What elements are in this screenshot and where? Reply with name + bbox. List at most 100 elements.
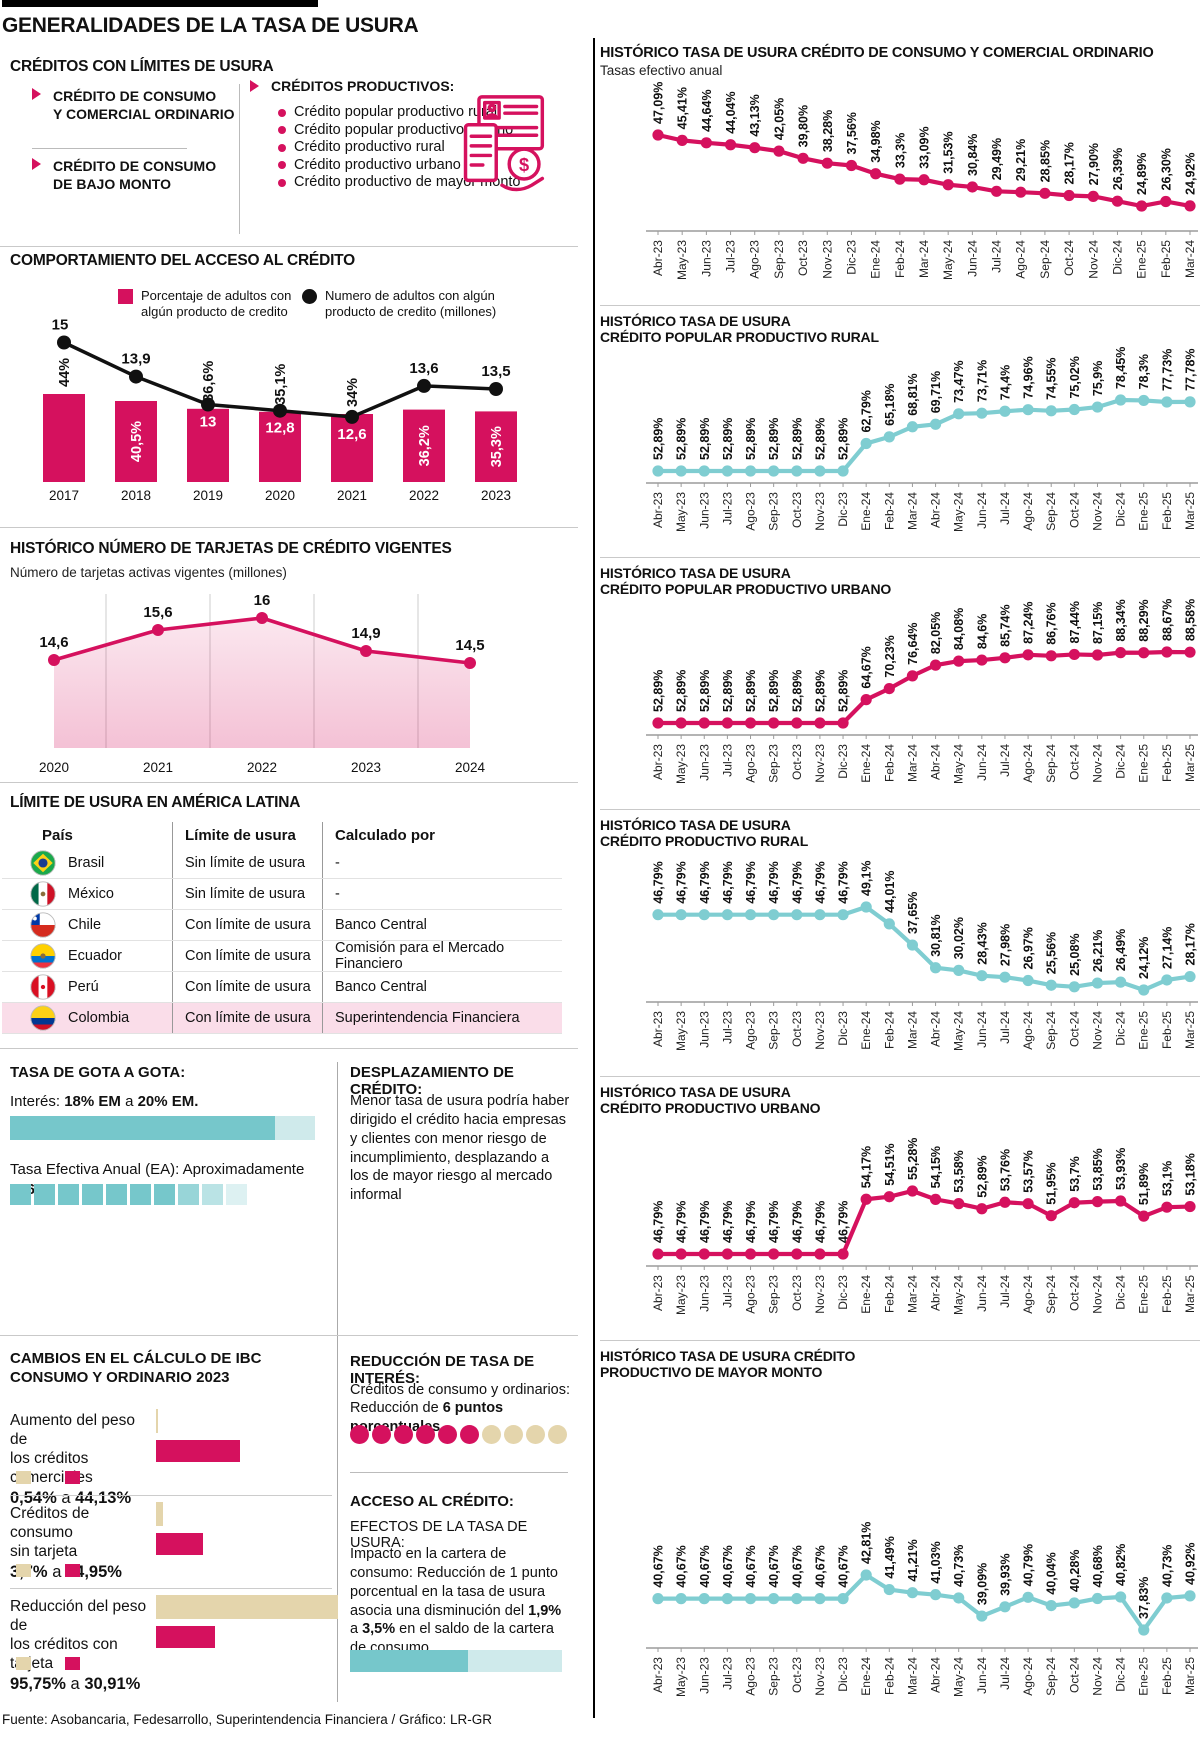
svg-text:33,09%: 33,09% [918, 126, 932, 168]
pink-dot-icon [278, 126, 286, 135]
svg-text:Nov-23: Nov-23 [813, 1275, 827, 1314]
svg-text:27,90%: 27,90% [1087, 143, 1101, 185]
svg-text:43,13%: 43,13% [748, 94, 762, 136]
svg-text:Jun-23: Jun-23 [697, 1657, 711, 1694]
svg-text:Feb-25: Feb-25 [1160, 744, 1174, 782]
flag-peru-icon [30, 974, 56, 1000]
svg-text:Oct-24: Oct-24 [1067, 492, 1081, 528]
svg-text:52,89%: 52,89% [652, 418, 666, 460]
svg-text:Jul-23: Jul-23 [720, 744, 734, 777]
svg-text:26,30%: 26,30% [1159, 148, 1173, 190]
productivo-item: Crédito popular productivo urbano [278, 122, 520, 140]
svg-text:Nov-23: Nov-23 [813, 1011, 827, 1050]
svg-text:53,85%: 53,85% [1091, 1148, 1105, 1190]
svg-text:52,89%: 52,89% [721, 670, 735, 712]
svg-text:84,6%: 84,6% [975, 614, 989, 649]
acceso-credito-subtitle: EFECTOS DE LA TASA DE USURA: [350, 1519, 528, 1551]
tarjetas-chart-title: HISTÓRICO NÚMERO DE TARJETAS DE CRÉDITO … [10, 540, 452, 557]
svg-text:44%: 44% [57, 358, 73, 387]
svg-text:Nov-24: Nov-24 [1086, 240, 1100, 279]
svg-text:40,73%: 40,73% [952, 1545, 966, 1587]
svg-text:Nov-23: Nov-23 [820, 240, 834, 279]
svg-text:30,02%: 30,02% [952, 917, 966, 959]
svg-text:Nov-23: Nov-23 [813, 1657, 827, 1696]
bar-before [156, 1409, 158, 1433]
dot-icon [372, 1425, 391, 1444]
svg-text:40,67%: 40,67% [767, 1545, 781, 1587]
svg-text:Ene-24: Ene-24 [859, 492, 873, 531]
svg-text:45,41%: 45,41% [676, 87, 690, 129]
svg-text:77,78%: 77,78% [1184, 348, 1198, 390]
svg-text:46,79%: 46,79% [652, 1201, 666, 1243]
svg-text:46,79%: 46,79% [790, 1201, 804, 1243]
ibc-item: Aumento del peso de los créditos comerci… [10, 1403, 332, 1507]
bar-before [156, 1595, 338, 1619]
svg-text:52,89%: 52,89% [813, 418, 827, 460]
svg-text:May-24: May-24 [941, 240, 955, 280]
svg-text:Feb-24: Feb-24 [882, 1275, 896, 1313]
svg-text:46,79%: 46,79% [698, 861, 712, 903]
svg-text:Jul-24: Jul-24 [998, 1657, 1012, 1690]
bar-after [156, 1533, 203, 1555]
square-icon [202, 1184, 223, 1205]
svg-text:25,08%: 25,08% [1068, 933, 1082, 975]
svg-text:86,76%: 86,76% [1045, 602, 1059, 644]
svg-text:Sep-23: Sep-23 [767, 744, 781, 783]
bar-before [156, 1502, 163, 1526]
svg-text:Ago-23: Ago-23 [744, 1011, 758, 1050]
svg-text:2018: 2018 [121, 488, 151, 503]
svg-text:82,05%: 82,05% [929, 612, 943, 654]
svg-text:Abr-23: Abr-23 [651, 744, 665, 780]
svg-text:46,79%: 46,79% [675, 861, 689, 903]
svg-text:40,04%: 40,04% [1045, 1552, 1059, 1594]
svg-text:14,6: 14,6 [39, 634, 68, 651]
svg-text:Mar-25: Mar-25 [1183, 1011, 1197, 1049]
svg-text:Oct-24: Oct-24 [1062, 240, 1076, 276]
table-row: Colombia Con límite de usura Superintenden… [2, 1003, 562, 1034]
svg-text:46,79%: 46,79% [675, 1201, 689, 1243]
bar-after [156, 1626, 215, 1648]
right-chart-column: HISTÓRICO TASA DE USURA CRÉDITO DE CONSU… [600, 38, 1200, 1715]
svg-text:2021: 2021 [143, 760, 173, 775]
svg-text:Jul-24: Jul-24 [998, 744, 1012, 777]
svg-text:46,79%: 46,79% [767, 861, 781, 903]
svg-text:May-24: May-24 [952, 1011, 966, 1051]
svg-text:Ago-23: Ago-23 [744, 1275, 758, 1314]
svg-text:2017: 2017 [49, 488, 79, 503]
table-row: Brasil Sin límite de usura - [2, 848, 562, 879]
svg-text:26,49%: 26,49% [1114, 929, 1128, 971]
svg-text:Jul-23: Jul-23 [720, 492, 734, 525]
svg-text:Mar-24: Mar-24 [917, 240, 931, 278]
svg-text:Dic-23: Dic-23 [836, 1657, 850, 1692]
svg-text:Jul-24: Jul-24 [998, 1275, 1012, 1308]
svg-text:37,56%: 37,56% [845, 112, 859, 154]
svg-text:Abr-24: Abr-24 [929, 1275, 943, 1311]
svg-text:88,58%: 88,58% [1184, 599, 1198, 641]
svg-text:39,09%: 39,09% [975, 1563, 989, 1605]
square-icon [82, 1184, 103, 1205]
table-header-row: País Límite de usura Calculado por [2, 822, 562, 848]
productivo-item: Crédito productivo rural [278, 139, 520, 157]
svg-text:Ene-25: Ene-25 [1137, 1657, 1151, 1696]
svg-text:Jun-24: Jun-24 [975, 1011, 989, 1048]
svg-text:30,84%: 30,84% [966, 134, 980, 176]
gota-interest-bar [10, 1116, 315, 1140]
chart-popular-urbano: HISTÓRICO TASA DE USURA CRÉDITO POPULAR … [600, 557, 1200, 802]
svg-text:2020: 2020 [39, 760, 69, 775]
svg-text:Jun-24: Jun-24 [975, 1657, 989, 1694]
pink-square-icon [118, 289, 133, 304]
square-icon [130, 1184, 151, 1205]
table-row: Perú Con límite de usura Banco Central [2, 972, 562, 1003]
divider [0, 527, 578, 528]
svg-text:29,49%: 29,49% [990, 138, 1004, 180]
bar-after [156, 1440, 240, 1462]
svg-text:34,98%: 34,98% [869, 120, 883, 162]
svg-text:Ago-23: Ago-23 [744, 1657, 758, 1696]
productivo-item: Crédito popular productivo rural [278, 104, 520, 122]
svg-text:52,89%: 52,89% [790, 418, 804, 460]
svg-text:40,82%: 40,82% [1114, 1544, 1128, 1586]
svg-text:Ene-25: Ene-25 [1137, 1011, 1151, 1050]
svg-text:May-24: May-24 [952, 744, 966, 784]
table-row: Chile Con límite de usura Banco Central [2, 910, 562, 941]
svg-text:46,79%: 46,79% [813, 1201, 827, 1243]
